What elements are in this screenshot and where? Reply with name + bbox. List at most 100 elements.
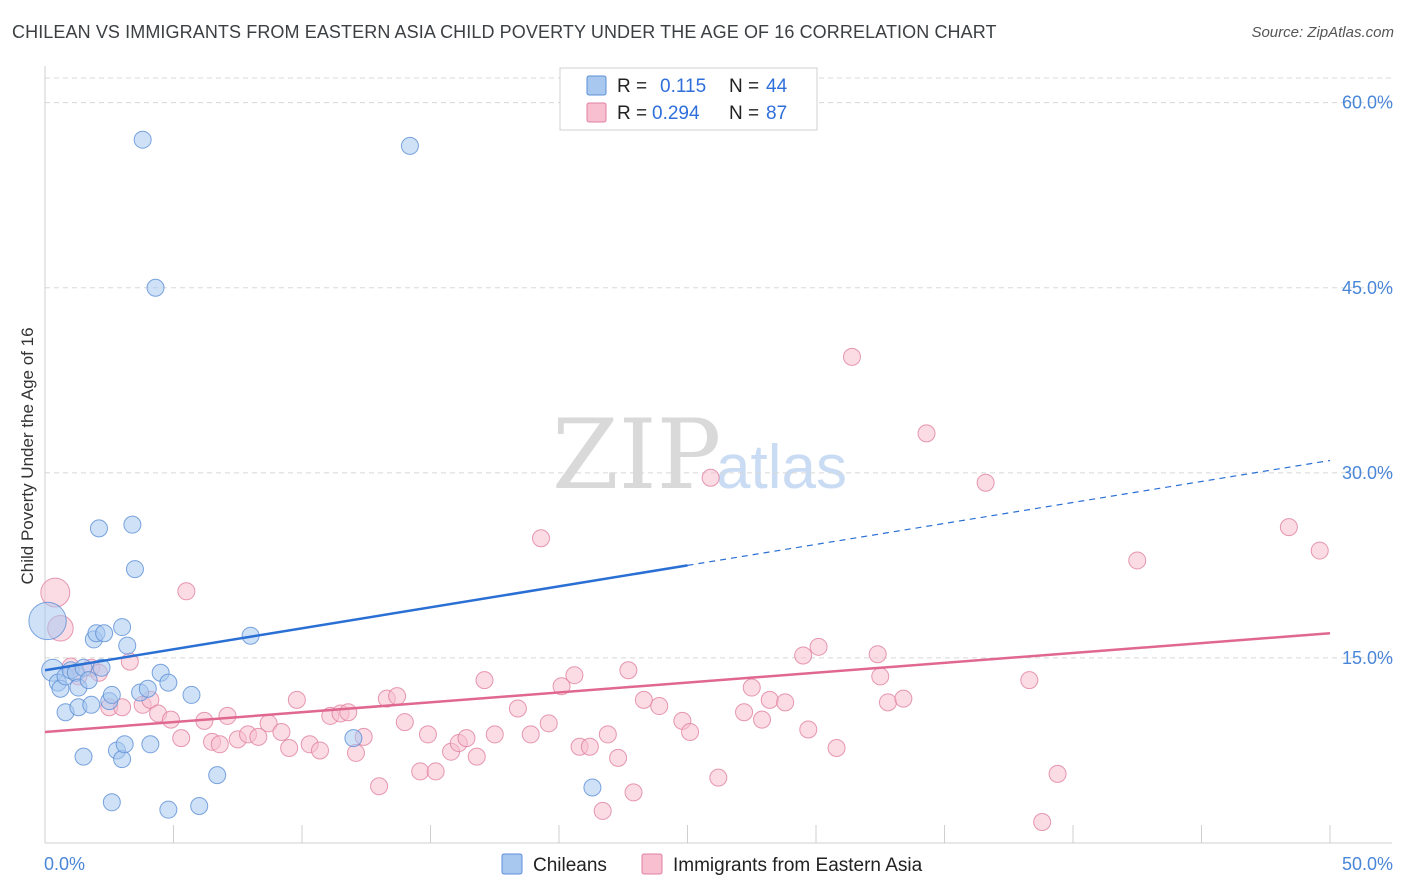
chileans-trend-line-extension	[687, 459, 1331, 566]
legend-r-label-1: R =	[617, 76, 647, 97]
immigrants-point	[760, 690, 779, 709]
immigrants-point	[681, 722, 700, 741]
bottom-legend-swatch-chileans	[501, 853, 523, 875]
immigrants-point	[1033, 813, 1052, 832]
chart-source: Source: ZipAtlas.com	[1251, 24, 1394, 41]
chileans-point	[182, 685, 201, 704]
chileans-point	[118, 636, 137, 655]
immigrants-point	[426, 762, 445, 781]
immigrants-point	[485, 725, 504, 744]
legend-r-value-1: 0.115	[660, 76, 706, 97]
immigrants-point	[701, 468, 720, 487]
immigrants-point	[827, 738, 846, 757]
immigrants-point	[776, 693, 795, 712]
watermark-zip: ZIP	[552, 399, 721, 511]
immigrants-point	[411, 762, 430, 781]
immigrants-point	[467, 747, 486, 766]
immigrants-point	[709, 768, 728, 787]
immigrants-point	[161, 710, 180, 729]
series-immigrants-eastern-asia-points	[40, 347, 1329, 832]
legend-swatch-blue	[586, 75, 607, 96]
immigrants-point	[272, 722, 291, 741]
chileans-point	[344, 729, 363, 748]
chileans-point	[113, 750, 132, 769]
bottom-legend-swatch-immigrants	[641, 853, 663, 875]
immigrants-point	[976, 473, 995, 492]
immigrants-point	[287, 690, 306, 709]
immigrants-point	[809, 637, 828, 656]
chileans-point	[159, 800, 178, 819]
chileans-point	[79, 671, 98, 690]
immigrants-point	[753, 710, 772, 729]
chileans-point	[125, 560, 144, 579]
legend-swatch-pink	[586, 102, 607, 123]
chileans-point	[113, 618, 132, 637]
chileans-point	[141, 735, 160, 754]
y-tick-labels: 15.0% 30.0% 45.0% 60.0%	[1342, 93, 1393, 668]
y-tick-label: 30.0%	[1342, 463, 1393, 483]
immigrants-point	[539, 714, 558, 733]
immigrants-point	[634, 690, 653, 709]
immigrants-point	[508, 699, 527, 718]
x-tick-labels: 0.0% 50.0%	[44, 854, 1393, 874]
chileans-point	[82, 695, 101, 714]
immigrants-point	[1279, 518, 1298, 537]
immigrants-point	[580, 737, 599, 756]
chileans-point	[583, 778, 602, 797]
immigrants-point	[1048, 764, 1067, 783]
immigrants-point	[598, 725, 617, 744]
legend-n-label-1: N =	[729, 76, 759, 97]
chart-title: CHILEAN VS IMMIGRANTS FROM EASTERN ASIA …	[12, 22, 997, 42]
chileans-point	[95, 624, 114, 643]
chileans-point	[102, 793, 121, 812]
chileans-point	[208, 766, 227, 785]
immigrants-point	[177, 582, 196, 601]
immigrants-point	[609, 748, 628, 767]
immigrants-point	[894, 689, 913, 708]
chileans-point	[138, 679, 157, 698]
immigrants-point	[370, 777, 389, 796]
immigrants-point	[650, 697, 669, 716]
immigrants-point	[742, 678, 761, 697]
immigrants-point	[210, 735, 229, 754]
series-legend: Chileans Immigrants from Eastern Asia	[501, 853, 923, 876]
chileans-point	[92, 658, 111, 677]
watermark-atlas: atlas	[716, 433, 847, 502]
legend-n-value-1: 44	[766, 76, 788, 97]
chileans-point	[400, 136, 419, 155]
chileans-point	[28, 601, 67, 641]
immigrants-point	[532, 529, 551, 548]
chileans-point	[74, 747, 93, 766]
immigrants-point	[624, 783, 643, 802]
y-tick-label: 60.0%	[1342, 93, 1393, 113]
grid-lines	[45, 77, 1392, 659]
series-chileans-points	[28, 130, 602, 819]
trend-lines	[44, 459, 1331, 734]
chileans-point	[115, 735, 134, 754]
chileans-point	[133, 130, 152, 149]
immigrants-point	[280, 738, 299, 757]
x-tick-label-min: 0.0%	[44, 854, 85, 874]
immigrants-point	[735, 703, 754, 722]
y-tick-label: 45.0%	[1342, 278, 1393, 298]
immigrants-point	[565, 666, 584, 685]
axes	[44, 66, 1392, 844]
immigrants-point	[842, 347, 861, 366]
chileans-point	[190, 796, 209, 815]
immigrants-point	[249, 727, 268, 746]
immigrants-point	[172, 729, 191, 748]
immigrants-point	[799, 720, 818, 739]
immigrants-point	[1310, 541, 1329, 560]
immigrants-point	[521, 725, 540, 744]
immigrants-point	[1128, 551, 1147, 570]
immigrants-point	[871, 667, 890, 686]
chileans-point	[159, 673, 178, 692]
x-tick-label-max: 50.0%	[1342, 854, 1393, 874]
immigrants-point	[395, 713, 414, 732]
immigrants-point	[1020, 671, 1039, 690]
legend-n-label-2: N =	[729, 103, 759, 124]
immigrants-point	[917, 424, 936, 443]
legend-r-value-2: 0.294	[652, 103, 700, 124]
immigrants-point	[475, 671, 494, 690]
